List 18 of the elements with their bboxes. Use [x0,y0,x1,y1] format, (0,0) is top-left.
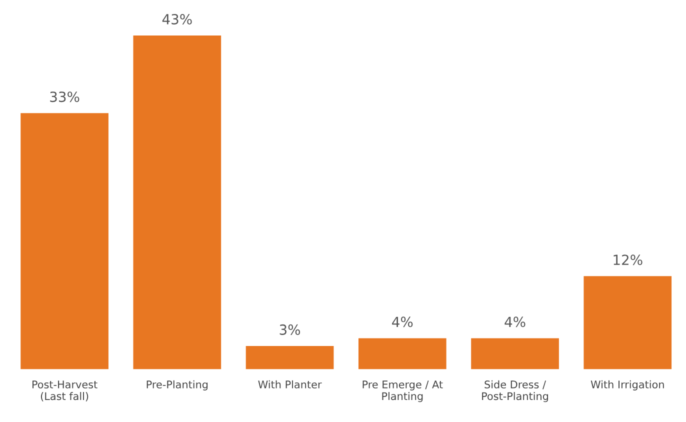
x-tick-label: With Irrigation [590,380,664,390]
bar [133,35,222,370]
x-tick-label: Pre Emerge / At Planting [362,380,443,402]
bar [471,338,559,370]
x-tick-label: Post-Harvest (Last fall) [32,380,98,402]
data-label: 4% [504,316,526,328]
bar [358,338,446,370]
data-label: 12% [614,254,642,266]
data-label: 3% [280,324,300,335]
data-label: 4% [392,316,413,328]
x-tick-label: Side Dress / Post-Planting [482,380,548,402]
bar [246,346,334,370]
x-tick-label: Pre-Planting [146,380,208,390]
data-label: 33% [50,92,80,102]
bar [20,113,108,370]
bar [584,276,672,370]
x-tick-label: With Planter [258,380,322,388]
data-label: 43% [162,14,192,24]
